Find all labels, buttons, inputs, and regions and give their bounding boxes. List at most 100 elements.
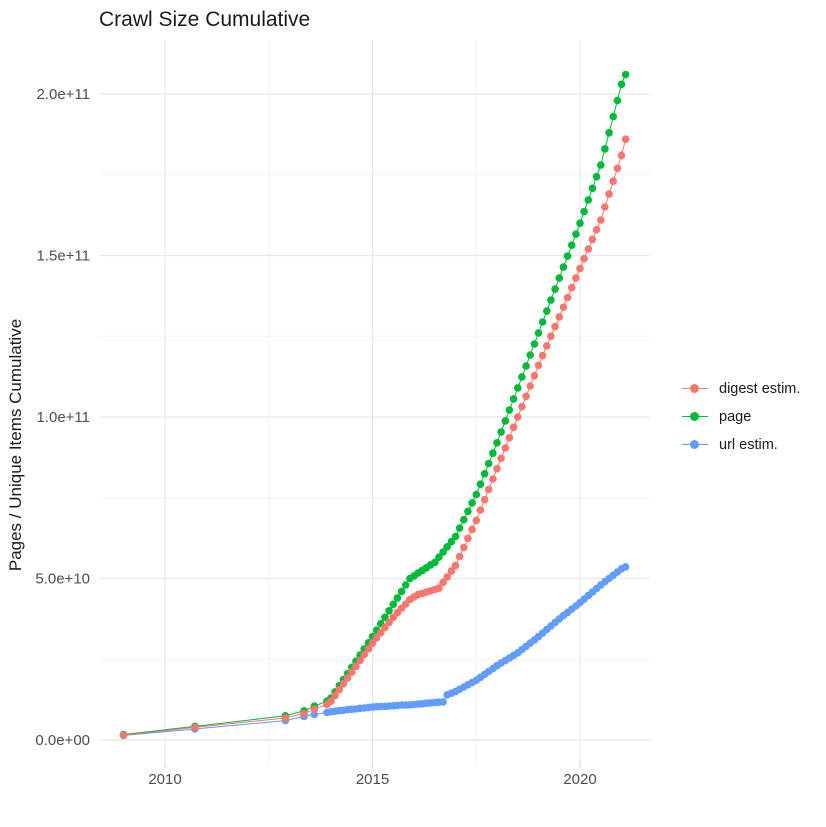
data-point-page <box>547 296 555 304</box>
data-point-digest-estim <box>480 495 489 504</box>
data-point-page <box>501 417 510 425</box>
data-point-page <box>435 553 443 561</box>
data-point-digest-estim <box>489 475 497 483</box>
data-point-digest-estim <box>551 322 559 331</box>
data-point-page <box>559 263 568 271</box>
chart-title: Crawl Size Cumulative <box>99 8 310 31</box>
data-point-digest-estim <box>455 552 464 561</box>
data-point-page <box>464 507 472 516</box>
data-point-digest-estim <box>530 371 539 380</box>
data-point-url-estim <box>439 698 447 706</box>
y-tick-label: 5.0e+10 <box>35 571 90 588</box>
legend-key-page-icon <box>682 408 708 426</box>
data-point-page <box>551 285 559 293</box>
data-point-digest-estim <box>377 629 385 637</box>
data-point-page <box>572 230 580 238</box>
data-point-digest-estim <box>501 444 510 452</box>
data-point-digest-estim <box>281 714 290 722</box>
data-point-digest-estim <box>609 177 617 185</box>
legend-key-digest-estim-icon <box>682 380 708 398</box>
data-point-page <box>592 172 601 181</box>
data-point-page <box>401 581 410 589</box>
grid-layer <box>100 40 650 768</box>
data-point-page <box>476 480 485 489</box>
legend-label-digest-estim: digest estim. <box>719 380 801 397</box>
data-point-digest-estim <box>352 662 360 671</box>
y-tick-label: 1.5e+11 <box>36 248 90 265</box>
data-point-digest-estim <box>592 225 601 234</box>
axis-label-layer: 0.0e+00 5.0e+10 1.0e+11 1.5e+11 2.0e+11 2010 2… <box>35 86 596 788</box>
data-point-digest-estim <box>385 618 393 627</box>
data-point-page <box>447 537 456 546</box>
data-point-digest-estim <box>559 303 568 312</box>
data-point-digest-estim <box>497 454 505 463</box>
data-point-page <box>555 274 564 282</box>
data-point-page <box>397 587 406 596</box>
data-point-digest-estim <box>476 506 485 514</box>
legend-label-page: page <box>719 408 752 425</box>
data-point-digest-estim <box>119 731 128 739</box>
data-point-page <box>530 340 539 348</box>
data-point-digest-estim <box>547 332 555 341</box>
data-point-page <box>514 384 522 392</box>
data-point-digest-estim <box>613 164 622 173</box>
data-point-page <box>526 351 534 359</box>
data-point-page <box>393 594 402 602</box>
data-point-digest-estim <box>617 151 626 160</box>
data-point-digest-estim <box>572 274 580 282</box>
legend-item-digest-estim: digest estim. <box>682 378 800 399</box>
data-point-digest-estim <box>580 254 588 263</box>
data-point-page <box>597 161 605 169</box>
data-point-digest-estim <box>368 639 377 647</box>
data-point-digest-estim <box>372 634 381 642</box>
data-point-page <box>601 145 609 153</box>
data-point-digest-estim <box>505 433 514 442</box>
data-point-url-estim <box>310 710 319 719</box>
legend-label-url-estim: url estim. <box>719 436 778 453</box>
y-tick-label: 2.0e+11 <box>36 86 90 103</box>
data-point-page <box>431 558 439 567</box>
data-point-page <box>563 252 572 260</box>
data-point-page <box>509 395 518 403</box>
data-point-page <box>534 329 543 337</box>
data-point-digest-estim <box>348 668 356 676</box>
series-layer <box>119 70 630 740</box>
data-point-page <box>439 548 447 556</box>
data-point-page <box>588 184 597 193</box>
data-point-digest-estim <box>435 584 443 592</box>
x-tick-label: 2020 <box>563 771 596 788</box>
data-point-digest-estim <box>381 623 389 632</box>
data-point-page <box>605 129 613 137</box>
data-point-digest-estim <box>543 342 551 350</box>
data-point-digest-estim <box>310 705 319 714</box>
data-point-digest-estim <box>439 578 447 587</box>
data-point-digest-estim <box>576 264 584 273</box>
data-point-digest-estim <box>588 235 597 244</box>
data-point-digest-estim <box>331 691 339 700</box>
data-point-digest-estim <box>460 543 468 552</box>
data-point-digest-estim <box>356 656 364 665</box>
data-point-page <box>455 524 464 532</box>
data-point-page <box>497 428 505 436</box>
legend-key-url-estim-icon <box>682 436 708 454</box>
data-point-url-estim <box>621 563 630 571</box>
data-point-page <box>621 70 630 79</box>
data-point-digest-estim <box>339 680 348 688</box>
data-point-digest-estim <box>538 351 547 360</box>
data-point-digest-estim <box>526 382 534 390</box>
data-point-page <box>484 459 493 468</box>
data-point-page <box>389 600 398 609</box>
data-point-page <box>460 515 468 524</box>
data-point-digest-estim <box>601 203 609 211</box>
data-point-digest-estim <box>335 685 344 694</box>
y-tick-label: 0.0e+00 <box>35 732 90 749</box>
data-point-digest-estim <box>484 485 493 494</box>
data-point-digest-estim <box>327 697 335 705</box>
data-point-digest-estim <box>555 313 564 321</box>
data-point-page <box>381 613 389 622</box>
data-point-digest-estim <box>364 645 373 653</box>
data-point-digest-estim <box>472 516 481 525</box>
data-point-digest-estim <box>605 190 613 198</box>
